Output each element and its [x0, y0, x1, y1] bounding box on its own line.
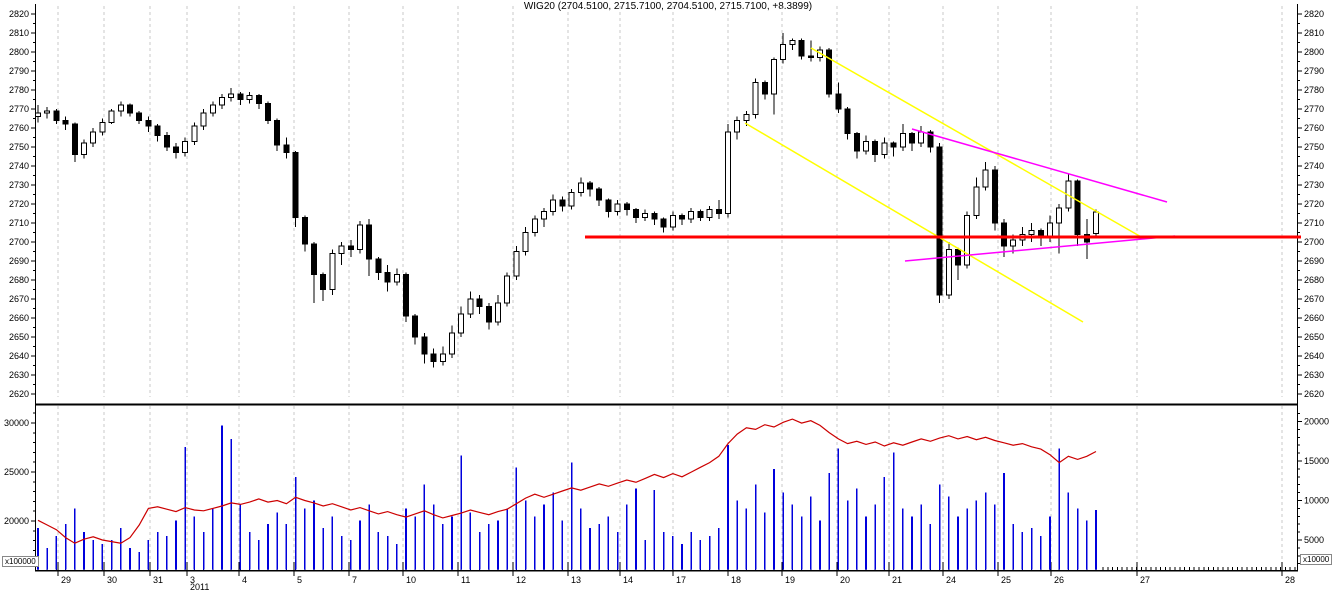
axis-label: 2780: [1304, 85, 1324, 95]
indicator-line: [37, 418, 1097, 544]
axis-label: 2820: [1304, 9, 1324, 19]
axis-label: 2680: [1304, 275, 1324, 285]
axis-label: 21: [892, 575, 902, 585]
axis-label: 2730: [9, 180, 29, 190]
time-axis: 29 30 31 3 4 5 7 10 11 12 13 14 17 18 19 20 21 24 25 26 27 28…: [37, 562, 1296, 592]
axis-label: 2670: [1304, 294, 1324, 304]
axis-label: 2740: [1304, 161, 1324, 171]
axis-label: 2730: [1304, 180, 1324, 190]
axis-label: 14: [623, 575, 633, 585]
axis-label: 24: [946, 575, 956, 585]
axis-label: 2720: [1304, 199, 1324, 209]
session-gridlines: [57, 6, 1283, 570]
axis-frame: [35, 4, 1298, 572]
axis-label: 25: [1001, 575, 1011, 585]
axis-label: 2780: [9, 85, 29, 95]
yellow-trendline[interactable]: [810, 47, 1144, 239]
magenta-trendline[interactable]: [904, 235, 1176, 262]
axis-label: 2800: [1304, 47, 1324, 57]
axis-label: 2810: [1304, 28, 1324, 38]
axis-label: 10000: [1304, 496, 1329, 506]
axis-label: 4: [242, 575, 247, 585]
axis-label: 2640: [9, 351, 29, 361]
axis-label: 17: [676, 575, 686, 585]
axis-label: 2760: [1304, 123, 1324, 133]
price-axis: 2620 2620 2630 2630 2640 2640 2650 2650 2660 2660…: [9, 9, 1324, 399]
right-scale-multiplier: x10000: [1300, 554, 1333, 565]
axis-label: 18: [731, 575, 741, 585]
axis-label: 15000: [1304, 456, 1329, 466]
axis-label: 2820: [9, 9, 29, 19]
axis-label: 20000: [1304, 417, 1329, 427]
axis-label: 2700: [1304, 237, 1324, 247]
axis-label: 5000: [1304, 535, 1324, 545]
axis-label: 2690: [1304, 256, 1324, 266]
chart-title: WIG20 (2704.5100, 2715.7100, 2704.5100, …: [523, 1, 813, 12]
axis-label: 26: [1054, 575, 1064, 585]
axis-label: 2750: [1304, 142, 1324, 152]
trendline-overlays[interactable]: [585, 47, 1301, 323]
axis-label: 2640: [1304, 351, 1324, 361]
axis-label: 19: [785, 575, 795, 585]
axis-label: 2680: [9, 275, 29, 285]
axis-label: 2710: [1304, 218, 1324, 228]
magenta-trendline[interactable]: [911, 128, 1168, 203]
axis-label: 13: [571, 575, 581, 585]
axis-label: 10: [406, 575, 416, 585]
axis-label: 20: [840, 575, 850, 585]
axis-label: 25000: [4, 467, 29, 477]
axis-label: 2810: [9, 28, 29, 38]
axis-label: 2750: [9, 142, 29, 152]
axis-label: 30000: [4, 418, 29, 428]
candlestick-series: [35, 33, 1099, 368]
left-scale-multiplier: x100000: [2, 556, 39, 567]
axis-label: 2660: [9, 313, 29, 323]
axis-label: 2710: [9, 218, 29, 228]
axis-label: 2670: [9, 294, 29, 304]
axis-label: 2620: [9, 389, 29, 399]
axis-label: 2760: [9, 123, 29, 133]
axis-label: 12: [516, 575, 526, 585]
volume-axis: 30000 25000 20000 20000 15000 10000 5000: [4, 412, 1329, 565]
axis-label: 31: [153, 575, 163, 585]
axis-label: 3: [190, 575, 195, 585]
axis-label: 2790: [9, 66, 29, 76]
yellow-trendline[interactable]: [744, 122, 1084, 323]
axis-label: 2650: [1304, 332, 1324, 342]
axis-label: 2770: [9, 104, 29, 114]
axis-label: 2720: [9, 199, 29, 209]
axis-label: 27: [1140, 575, 1150, 585]
axis-label: 29: [61, 575, 71, 585]
axis-label: 2740: [9, 161, 29, 171]
axis-label: 7: [352, 575, 357, 585]
axis-label: 2700: [9, 237, 29, 247]
axis-label: 2800: [9, 47, 29, 57]
axis-label: 2630: [9, 370, 29, 380]
axis-label: 11: [461, 575, 470, 585]
axis-label: 5: [297, 575, 302, 585]
axis-label: 2660: [1304, 313, 1324, 323]
axis-label: 30: [107, 575, 117, 585]
axis-label: 2630: [1304, 370, 1324, 380]
axis-label: 28: [1285, 575, 1295, 585]
axis-label: 2690: [9, 256, 29, 266]
volume-bars: [37, 425, 1097, 570]
axis-label: 2770: [1304, 104, 1324, 114]
axis-label: 2650: [9, 332, 29, 342]
axis-label: 2790: [1304, 66, 1324, 76]
axis-label: 2011: [190, 582, 209, 592]
axis-label: 20000: [4, 516, 29, 526]
axis-label: 2620: [1304, 389, 1324, 399]
